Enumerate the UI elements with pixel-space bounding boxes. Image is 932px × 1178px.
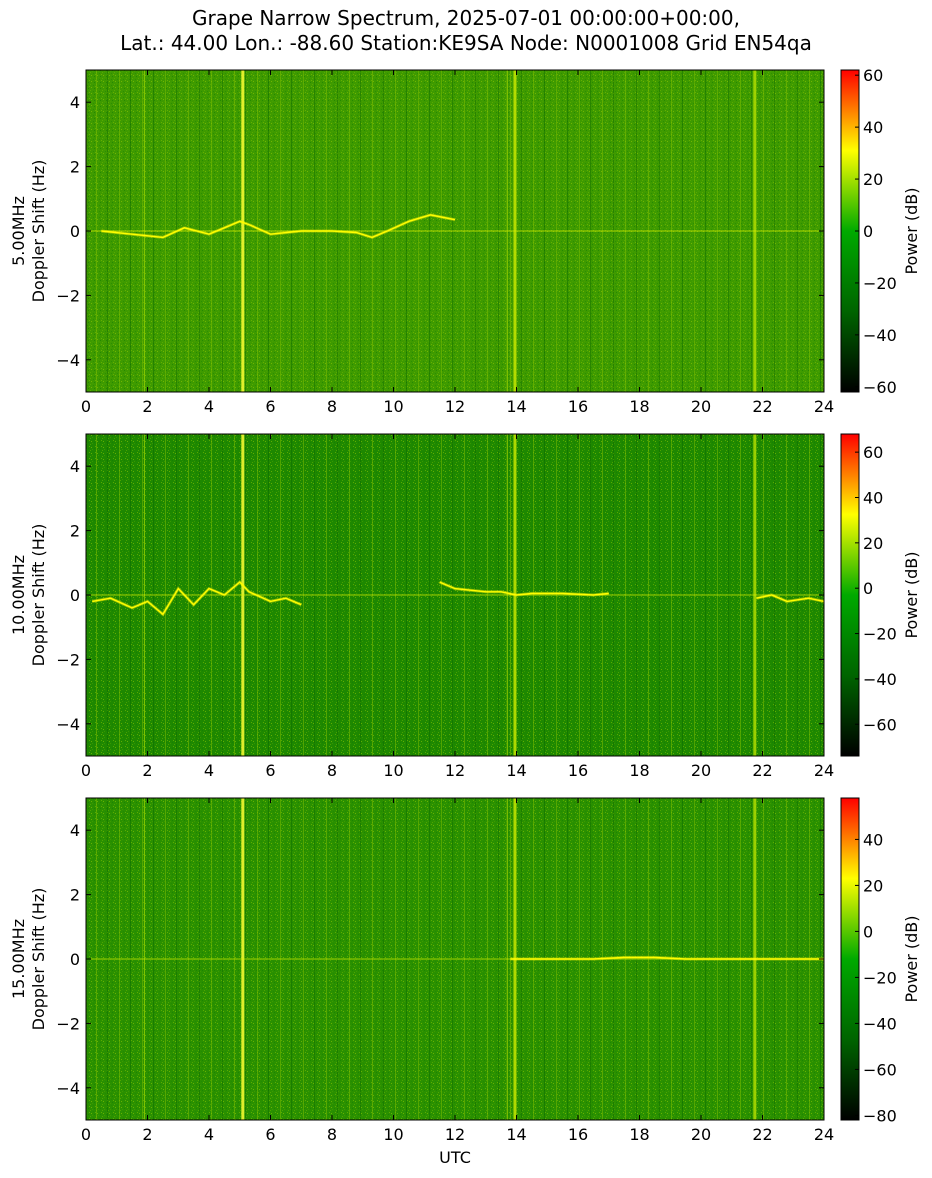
chart-title: Grape Narrow Spectrum, 2025-07-01 00:00:… [0,6,932,56]
doppler-trace [510,956,824,960]
colorbar-tick-label: −60 [863,715,897,734]
y-tick-label: 4 [70,821,80,840]
colorbar-tick-label: 40 [863,488,883,507]
x-tick-label: 4 [204,397,214,416]
colorbar-tick-label: 0 [863,922,873,941]
title-line-1: Grape Narrow Spectrum, 2025-07-01 00:00:… [192,6,740,30]
x-tick-label: 22 [752,397,772,416]
y-tick-label: 0 [70,586,80,605]
x-tick-label: 12 [445,397,465,416]
y-tick-label: −4 [56,1079,80,1098]
colorbar-tick-label: 0 [863,222,873,241]
doppler-trace [101,214,456,239]
colorbar-tick-label: −60 [863,1060,897,1079]
colorbar-tick-label: −20 [863,968,897,987]
x-tick-label: 6 [265,761,275,780]
x-tick-label: 4 [204,761,214,780]
colorbar-tick-label: 60 [863,66,883,85]
colorbar-tick-label: 20 [863,876,883,895]
y-tick-label: 4 [70,93,80,112]
colorbar [840,433,860,757]
x-tick-label: 16 [568,1125,588,1144]
x-tick-label: 8 [327,1125,337,1144]
y-axis-label-frequency: 10.00MHz [9,555,28,635]
colorbar-tick-label: 60 [863,443,883,462]
colorbar-tick-label: 20 [863,170,883,189]
y-tick-label: −4 [56,351,80,370]
y-tick-label: −2 [56,286,80,305]
colorbar-tick-label: −40 [863,1014,897,1033]
x-tick-label: 14 [506,397,526,416]
colorbar-label: Power (dB) [902,915,921,1002]
colorbar-tick-label: −80 [863,1106,897,1125]
y-tick-label: −2 [56,1014,80,1033]
colorbar-label: Power (dB) [902,551,921,638]
y-tick-label: 2 [70,158,80,177]
colorbar-tick-label: −40 [863,326,897,345]
x-tick-label: 6 [265,1125,275,1144]
y-tick-label: 2 [70,886,80,905]
colorbar [840,797,860,1121]
x-tick-label: 10 [383,397,403,416]
colorbar-label: Power (dB) [902,187,921,274]
x-tick-label: 16 [568,761,588,780]
x-tick-label: 8 [327,761,337,780]
x-tick-label: 18 [629,1125,649,1144]
colorbar-tick-label: −20 [863,625,897,644]
x-tick-label: 8 [327,397,337,416]
colorbar-tick-label: 40 [863,118,883,137]
x-tick-label: 10 [383,761,403,780]
x-tick-label: 4 [204,1125,214,1144]
y-tick-label: −4 [56,715,80,734]
colorbar-tick-label: 20 [863,534,883,553]
y-tick-label: 0 [70,222,80,241]
x-tick-label: 20 [691,761,711,780]
title-line-2: Lat.: 44.00 Lon.: -88.60 Station:KE9SA N… [120,31,812,55]
x-tick-label: 22 [752,761,772,780]
x-tick-label: 20 [691,397,711,416]
x-tick-label: 10 [383,1125,403,1144]
x-tick-label: 2 [142,761,152,780]
x-tick-label: 24 [814,397,834,416]
x-tick-label: 20 [691,1125,711,1144]
x-tick-label: 2 [142,397,152,416]
y-tick-label: 2 [70,522,80,541]
y-axis-label: Doppler Shift (Hz) [29,888,48,1031]
x-tick-label: 24 [814,761,834,780]
x-tick-label: 18 [629,397,649,416]
x-tick-label: 24 [814,1125,834,1144]
x-tick-label: 0 [81,1125,91,1144]
x-tick-label: 12 [445,1125,465,1144]
y-tick-label: 0 [70,950,80,969]
x-tick-label: 18 [629,761,649,780]
y-axis-label: Doppler Shift (Hz) [29,524,48,667]
colorbar-tick-label: 0 [863,579,873,598]
x-tick-label: 12 [445,761,465,780]
y-tick-label: 4 [70,457,80,476]
x-tick-label: 16 [568,397,588,416]
y-axis-label-frequency: 15.00MHz [9,919,28,999]
x-tick-label: 22 [752,1125,772,1144]
x-tick-label: 6 [265,397,275,416]
x-tick-label: 0 [81,397,91,416]
y-axis-label-frequency: 5.00MHz [9,196,28,266]
y-axis-label: Doppler Shift (Hz) [29,160,48,303]
x-tick-label: 2 [142,1125,152,1144]
x-tick-label: 14 [506,761,526,780]
y-tick-label: −2 [56,650,80,669]
doppler-trace [92,581,302,616]
colorbar-tick-label: 40 [863,830,883,849]
colorbar-tick-label: −60 [863,378,897,397]
x-tick-label: 0 [81,761,91,780]
x-axis-label: UTC [439,1148,471,1167]
colorbar-tick-label: −20 [863,274,897,293]
colorbar-tick-label: −40 [863,670,897,689]
doppler-trace [439,581,609,596]
x-tick-label: 14 [506,1125,526,1144]
doppler-trace [756,594,825,603]
